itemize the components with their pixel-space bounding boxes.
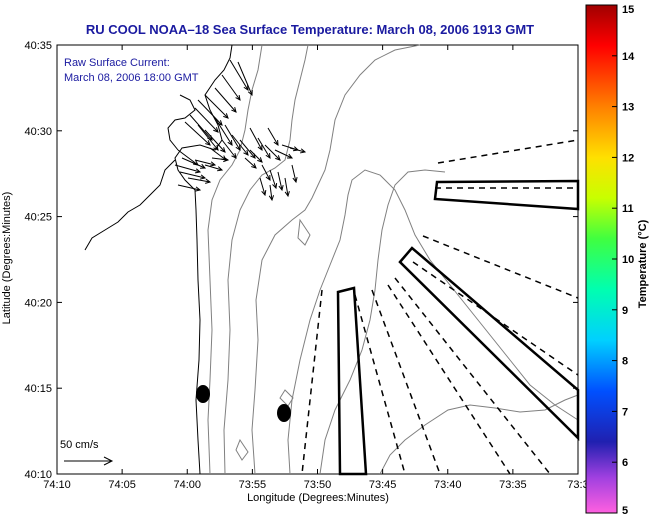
current-vectors [174,59,307,202]
colorbar-tick-label: 10 [622,254,634,266]
x-tick-label: 73:50 [304,479,332,491]
legend-current-label: Raw Surface Current: [64,57,170,69]
x-tick-label: 73:40 [434,479,462,491]
inlet-shoreline [167,94,196,151]
colorbar-tick-label: 8 [622,356,628,368]
colorbar-tick-label: 5 [622,505,628,517]
colorbar-tick-label: 14 [622,51,635,63]
y-tick-label: 40:15 [24,383,52,395]
scale-label: 50 cm/s [60,439,99,451]
y-tick-label: 40:20 [24,297,52,309]
plot-frame [56,44,579,475]
bay-shoreline [84,159,176,251]
mooring-marker [196,385,210,403]
colorbar-tick-label: 13 [622,102,634,114]
y-tick-label: 40:10 [24,469,52,481]
x-axis: 74:10 74:05 74:00 73:55 73:50 73:45 73:40 73:35… [43,45,589,491]
colorbar-tick-label: 9 [622,305,628,317]
colorbar-tick-label: 15 [622,4,634,16]
y-axis: 40:35 40:30 40:25 40:20 40:15 40:10 [24,40,578,481]
x-tick-label: 74:10 [43,479,71,491]
colorbar-tick-label: 12 [622,152,634,164]
colorbar-ticks: 15 14 13 12 11 10 9 8 7 6 5 [612,4,635,517]
bathymetry-contours [207,44,579,475]
x-tick-label: 73:3 [567,479,588,491]
y-tick-label: 40:35 [24,40,52,52]
x-tick-label: 73:45 [369,479,397,491]
coastline [174,44,233,475]
legend-current-time: March 08, 2006 18:00 GMT [64,72,199,84]
colorbar-tick-label: 6 [622,457,628,469]
colorbar-label: Temperature (°C) [637,219,649,308]
scale-arrow [64,456,114,466]
x-tick-label: 74:05 [108,479,136,491]
map-title: RU COOL NOAA–18 Sea Surface Temperature:… [85,22,535,37]
y-axis-label: Latitude (Degrees:Minutes) [1,192,13,325]
y-tick-label: 40:25 [24,212,52,224]
x-tick-label: 73:55 [239,479,267,491]
radar-footprints [336,179,580,476]
x-tick-label: 74:00 [173,479,201,491]
swath-lines [301,139,579,475]
colorbar-tick-label: 11 [622,203,634,215]
x-axis-label: Longitude (Degrees:Minutes) [247,492,389,504]
mooring-marker [277,404,291,422]
x-tick-label: 73:35 [499,479,527,491]
colorbar-tick-label: 7 [622,406,628,418]
y-tick-label: 40:30 [24,126,52,138]
